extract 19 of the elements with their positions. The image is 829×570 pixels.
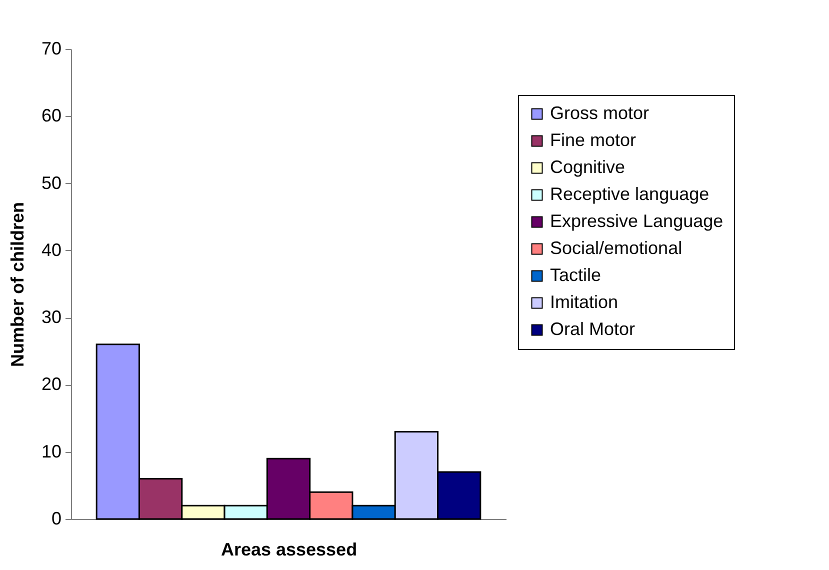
legend-label: Imitation [550,292,618,312]
y-tick-label: 60 [41,106,62,126]
legend-label: Receptive language [550,184,710,204]
y-tick-label: 70 [41,38,62,58]
legend-label: Expressive Language [550,211,724,231]
y-axis-title: Number of children [7,202,28,368]
legend-label: Social/emotional [550,238,682,258]
y-tick-label: 0 [51,508,62,528]
legend-label: Gross motor [550,103,650,123]
legend-label: Oral Motor [550,319,636,339]
y-tick-label: 50 [41,172,62,193]
legend-label: Fine motor [550,130,636,150]
y-tick-label: 20 [41,374,62,394]
legend-label: Tactile [550,265,602,285]
y-tick-label: 30 [41,307,62,328]
y-tick-label: 10 [41,441,62,462]
legend-label: Cognitive [550,157,626,177]
x-axis-title: Areas assessed [220,540,358,560]
y-tick-label: 40 [41,240,62,260]
